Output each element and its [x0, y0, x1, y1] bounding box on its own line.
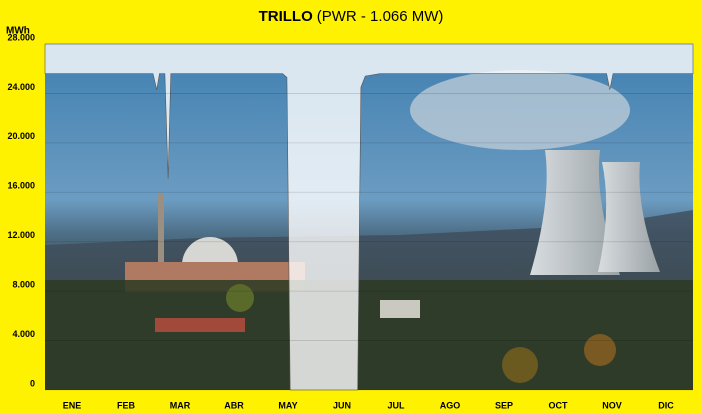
x-tick-label: JUL — [387, 400, 405, 410]
x-tick-label: DIC — [658, 400, 674, 410]
y-tick-label: 16.000 — [7, 181, 35, 191]
chart-title: TRILLO(PWR - 1.066 MW) — [259, 8, 444, 25]
x-tick-label: OCT — [549, 400, 569, 410]
chart: TRILLO(PWR - 1.066 MW) MWh 04.0008.00012… — [0, 0, 702, 414]
x-tick-label: ABR — [224, 400, 244, 410]
y-tick-label: 20.000 — [7, 131, 35, 141]
x-tick-label: AGO — [440, 400, 461, 410]
y-tick-label: 24.000 — [7, 82, 35, 92]
y-tick-label: 0 — [30, 378, 35, 388]
x-tick-label: MAY — [278, 400, 297, 410]
x-tick-label: NOV — [602, 400, 622, 410]
title-rest: (PWR - 1.066 MW) — [317, 8, 444, 25]
x-tick-label: ENE — [63, 400, 82, 410]
y-tick-label: 8.000 — [12, 280, 35, 290]
x-tick-label: MAR — [170, 400, 191, 410]
x-tick-label: JUN — [333, 400, 351, 410]
y-tick-label: 28.000 — [7, 32, 35, 42]
x-tick-label: SEP — [495, 400, 513, 410]
photo — [45, 44, 693, 390]
x-tick-label: FEB — [117, 400, 136, 410]
y-tick-label: 4.000 — [12, 329, 35, 339]
y-tick-label: 12.000 — [7, 230, 35, 240]
title-bold: TRILLO — [259, 8, 313, 25]
